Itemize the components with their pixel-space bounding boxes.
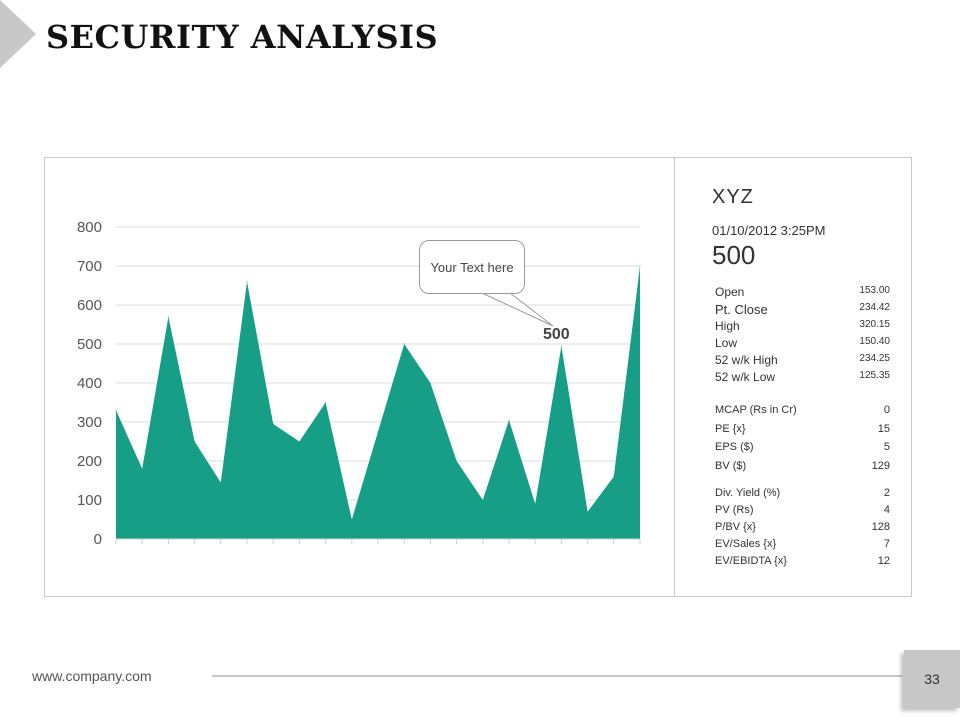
page-number-box: 33 (904, 650, 960, 708)
stat-row: Open 153.00 (715, 285, 890, 299)
data-point (482, 499, 484, 501)
stock-price: 500 (712, 240, 756, 270)
data-point (456, 460, 458, 462)
stat-row: 52 w/k Low 125.35 (715, 370, 890, 384)
data-point (194, 441, 196, 442)
callout-value: 500 (543, 326, 570, 343)
stat-row: Div. Yield (%) 2 (715, 487, 890, 499)
stat-value: 153.00 (859, 285, 890, 296)
y-tick-label: 600 (77, 297, 102, 314)
stat-label: Open (715, 285, 745, 299)
data-point (403, 343, 405, 345)
stat-row: PV (Rs) 4 (715, 504, 890, 516)
data-point (613, 476, 615, 478)
corner-triangle (0, 0, 36, 68)
data-point (325, 402, 327, 403)
stat-value: 2 (883, 487, 890, 499)
data-point (377, 431, 379, 433)
stat-value: 7 (883, 538, 890, 550)
stat-row: P/BV {x} 128 (715, 521, 890, 533)
stat-row: EPS ($) 5 (715, 441, 890, 453)
stat-label: EPS ($) (715, 441, 754, 453)
stat-label: EV/EBIDTA {x} (715, 555, 787, 567)
data-point (115, 409, 117, 411)
stock-name: XYZ (712, 186, 754, 208)
stat-row: BV ($) 129 (715, 460, 890, 472)
stat-row: Low 150.40 (715, 336, 890, 350)
stat-value: 150.40 (859, 336, 890, 347)
stat-label: Low (715, 336, 738, 350)
footer-url: www.company.com (32, 668, 152, 684)
page-number: 33 (924, 671, 940, 687)
stat-value: 125.35 (859, 370, 890, 381)
data-point (167, 316, 169, 318)
stat-value: 12 (877, 555, 890, 567)
y-tick-label: 100 (77, 492, 102, 509)
stat-row: 52 w/k High 234.25 (715, 353, 890, 367)
data-point (351, 519, 353, 520)
data-point (246, 281, 248, 283)
stat-row: EV/EBIDTA {x} 12 (715, 555, 890, 567)
y-tick-label: 200 (77, 453, 102, 470)
stat-value: 129 (871, 459, 890, 472)
stat-row: PE {x} 15 (715, 423, 890, 435)
slide-title: SECURITY ANALYSIS (46, 18, 439, 56)
y-tick-label: 800 (77, 219, 102, 236)
y-tick-label: 400 (77, 375, 102, 392)
stat-label: BV ($) (715, 459, 747, 472)
stat-label: PV (Rs) (715, 504, 754, 516)
y-tick-label: 0 (94, 531, 102, 548)
stat-value: 234.25 (859, 353, 890, 364)
stat-label: PE {x} (715, 422, 746, 435)
data-point (429, 382, 431, 384)
area-chart: 0 100 200 300 400 500 600 700 800 (77, 219, 641, 548)
data-point (534, 503, 536, 505)
stat-label: EV/Sales {x} (715, 538, 777, 550)
stat-label: 52 w/k High (715, 353, 778, 367)
stat-row: MCAP (Rs in Cr) 0 (715, 404, 890, 416)
stat-row: High 320.15 (715, 319, 890, 333)
callout-text: Your Text here (430, 259, 514, 275)
data-point (272, 423, 274, 425)
chart-panel (44, 157, 912, 597)
stat-value: 234.42 (859, 302, 890, 313)
stat-value: 4 (883, 504, 890, 516)
stat-value: 320.15 (859, 319, 890, 330)
y-tick-label: 500 (77, 336, 102, 353)
data-point (298, 441, 300, 442)
stat-label: Div. Yield (%) (715, 487, 781, 499)
data-point (220, 481, 222, 483)
stock-datetime: 01/10/2012 3:25PM (712, 223, 826, 238)
stat-label: P/BV {x} (715, 521, 756, 533)
callout-bubble: Your Text here (419, 240, 525, 294)
y-tick-label: 700 (77, 258, 102, 275)
stat-value: 128 (871, 521, 890, 533)
stat-row: Pt. Close 234.42 (715, 302, 890, 317)
stat-label: High (715, 319, 740, 333)
stat-label: Pt. Close (715, 302, 768, 317)
stat-value: 15 (877, 422, 890, 435)
panel-divider (674, 157, 675, 597)
stat-value: 0 (883, 404, 890, 416)
stat-value: 5 (883, 441, 890, 453)
y-tick-label: 300 (77, 414, 102, 431)
data-point (587, 511, 589, 513)
data-point (639, 265, 641, 267)
data-point (508, 419, 510, 421)
stat-row: EV/Sales {x} 7 (715, 538, 890, 550)
data-point (141, 468, 143, 470)
area-series (116, 266, 640, 539)
footer-line (212, 675, 902, 677)
data-point (560, 345, 562, 347)
stat-label: 52 w/k Low (715, 370, 776, 384)
stat-label: MCAP (Rs in Cr) (715, 404, 797, 416)
